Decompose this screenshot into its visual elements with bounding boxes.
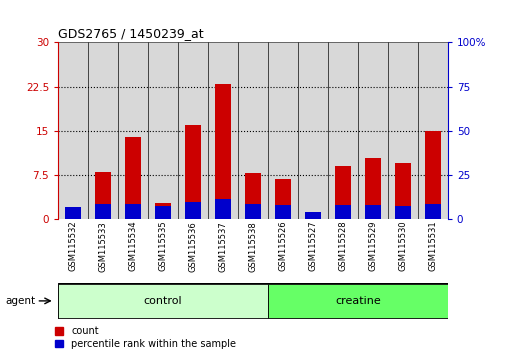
Bar [334, 205, 350, 219]
Text: control: control [143, 296, 182, 306]
Bar [125, 204, 141, 219]
Bar [95, 205, 111, 219]
Text: creatine: creatine [334, 296, 380, 306]
Bar [304, 211, 321, 219]
FancyBboxPatch shape [268, 284, 447, 318]
Bar [88, 42, 118, 219]
Bar [424, 131, 440, 219]
Bar [184, 202, 201, 219]
Text: agent: agent [5, 296, 35, 306]
Bar [268, 42, 297, 219]
Bar [327, 42, 357, 219]
Bar [155, 206, 171, 219]
Bar [214, 199, 231, 219]
Legend: count, percentile rank within the sample: count, percentile rank within the sample [56, 326, 235, 349]
Bar [118, 42, 148, 219]
Bar [334, 166, 350, 219]
Bar [178, 42, 208, 219]
Bar [58, 42, 88, 219]
Bar [148, 42, 178, 219]
Bar [95, 172, 111, 219]
Bar [125, 137, 141, 219]
Bar [237, 42, 268, 219]
Bar [394, 206, 410, 219]
Bar [357, 42, 387, 219]
Bar [208, 42, 237, 219]
Bar [214, 84, 231, 219]
Bar [364, 158, 380, 219]
FancyBboxPatch shape [58, 284, 268, 318]
Bar [297, 42, 327, 219]
Bar [65, 207, 81, 219]
Bar [155, 203, 171, 219]
Bar [65, 206, 81, 219]
Bar [184, 125, 201, 219]
Bar [244, 173, 261, 219]
Bar [244, 205, 261, 219]
Bar [424, 204, 440, 219]
Text: GDS2765 / 1450239_at: GDS2765 / 1450239_at [58, 27, 204, 40]
Bar [304, 212, 321, 219]
Bar [364, 205, 380, 219]
Bar [274, 179, 291, 219]
Bar [274, 205, 291, 219]
Bar [387, 42, 417, 219]
Bar [417, 42, 447, 219]
Bar [394, 164, 410, 219]
